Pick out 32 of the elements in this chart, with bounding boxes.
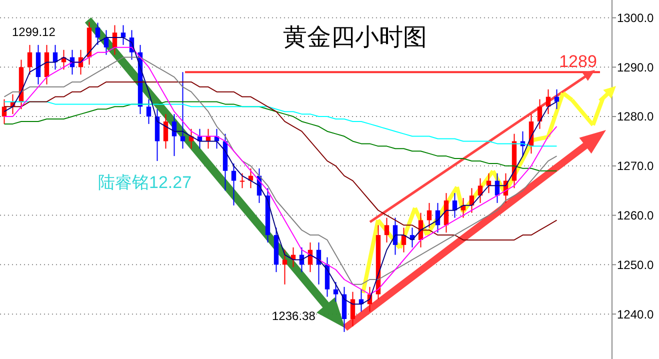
candlestick	[486, 172, 492, 194]
candlestick	[478, 178, 483, 204]
candlestick	[240, 172, 245, 189]
candlestick	[27, 44, 32, 76]
annotation: 1299.12	[12, 25, 56, 39]
y-tick-label: 1280.0	[617, 110, 654, 124]
line-series	[4, 101, 558, 147]
ref-line-label: 1289	[559, 52, 597, 72]
candlestick	[120, 24, 126, 46]
y-tick-label: 1250.0	[617, 258, 654, 272]
candlestick	[231, 162, 236, 206]
annotation: 陆睿铭12.27	[98, 173, 192, 192]
candlestick	[392, 217, 398, 256]
candlestick	[146, 98, 152, 124]
line-series	[4, 101, 558, 172]
candlestick	[282, 249, 288, 285]
y-tick-label: 1300.0	[617, 10, 654, 25]
candlestick	[384, 217, 390, 243]
candlestick	[172, 114, 177, 157]
y-tick-label: 1260.0	[617, 208, 654, 222]
candlestick	[537, 98, 542, 130]
y-tick-label: 1290.0	[617, 60, 654, 74]
y-tick-label: 1270.0	[617, 159, 654, 174]
candlestick	[333, 281, 338, 302]
annotation: 1236.38	[272, 309, 316, 323]
text: 黄金四小时图	[283, 23, 427, 51]
candlestick	[95, 22, 100, 46]
candlestick	[401, 227, 406, 253]
candlestick	[350, 291, 356, 327]
candlestick	[104, 30, 109, 56]
y-tick-label: 1240.0	[617, 307, 654, 322]
candlestick	[426, 202, 432, 228]
